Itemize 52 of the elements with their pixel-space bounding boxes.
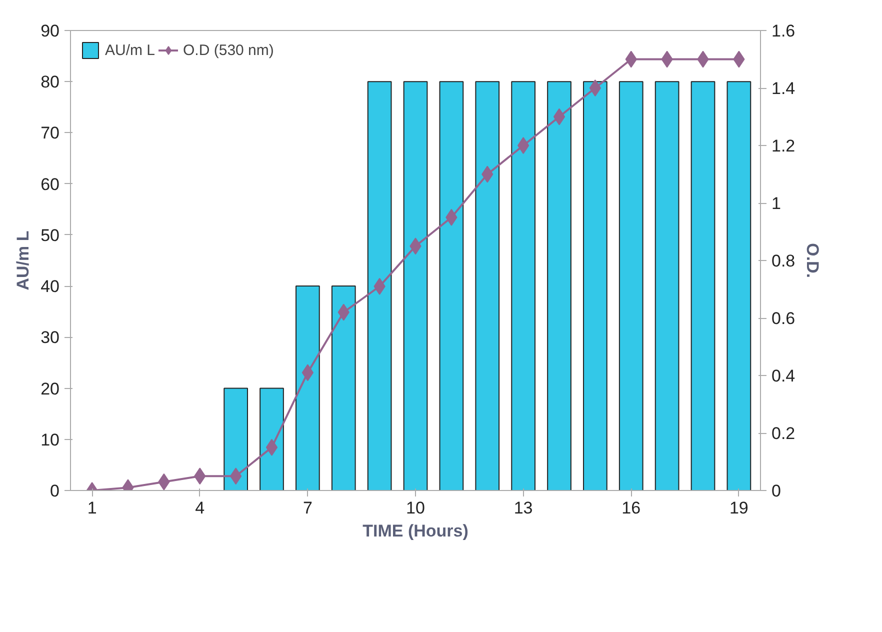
- point: [553, 108, 566, 126]
- y2-axis-title: O.D.: [803, 243, 822, 278]
- point: [302, 364, 314, 382]
- y-tick-label: 20: [40, 379, 60, 398]
- y2-tick-label: 0: [772, 482, 781, 500]
- point: [589, 80, 602, 96]
- bar: [547, 81, 572, 490]
- bar: [475, 81, 500, 490]
- bar: [439, 81, 464, 490]
- y2-tick-label: 1: [772, 194, 781, 213]
- x-tick-label: 10: [406, 498, 425, 518]
- y-tick-label: 60: [40, 174, 60, 194]
- x-axis-title: TIME (Hours): [362, 522, 468, 540]
- legend-label: AU/m L: [105, 42, 156, 58]
- y2-tick-label: 0.2: [772, 424, 796, 443]
- x-tick-label: 13: [514, 498, 533, 518]
- point: [517, 137, 530, 154]
- y-tick-label: 80: [40, 72, 60, 92]
- x-tick-label: 4: [195, 498, 205, 518]
- bar: [511, 81, 536, 490]
- y2-tick-label: 1.2: [772, 136, 796, 156]
- bar: [331, 286, 356, 490]
- point: [266, 438, 278, 456]
- bar: [583, 81, 608, 490]
- legend-label: O.D (530 nm): [183, 42, 274, 58]
- y-tick-label: 40: [40, 277, 60, 296]
- y-axis-title: AU/m L: [14, 230, 33, 290]
- y-tick-label: 70: [40, 124, 60, 143]
- x-tick-label: 7: [302, 498, 312, 518]
- bar: [403, 81, 428, 490]
- y2-tick-label: 0.6: [772, 309, 796, 328]
- y2-tick-label: 0.4: [772, 366, 796, 386]
- bar: [367, 81, 392, 490]
- y-tick-label: 10: [40, 430, 60, 450]
- y-tick-label: 90: [40, 22, 60, 40]
- x-tick-label: 19: [729, 498, 748, 518]
- x-tick-label: 1: [87, 498, 97, 518]
- y2-tick-label: 0.8: [772, 252, 796, 270]
- bar: [654, 81, 680, 490]
- x-tick-label: 16: [622, 498, 641, 518]
- y2-tick-label: 1.6: [772, 22, 796, 40]
- bar: [296, 286, 320, 490]
- bar: [690, 81, 716, 490]
- bar: [726, 81, 752, 490]
- y2-tick-label: 1.4: [772, 79, 796, 98]
- y-tick-label: 30: [40, 328, 60, 348]
- y-tick-label: 0: [50, 482, 60, 500]
- y-tick-label: 50: [40, 226, 60, 245]
- bar: [224, 388, 248, 490]
- point: [230, 468, 242, 485]
- bar: [618, 81, 644, 490]
- bar: [260, 388, 284, 490]
